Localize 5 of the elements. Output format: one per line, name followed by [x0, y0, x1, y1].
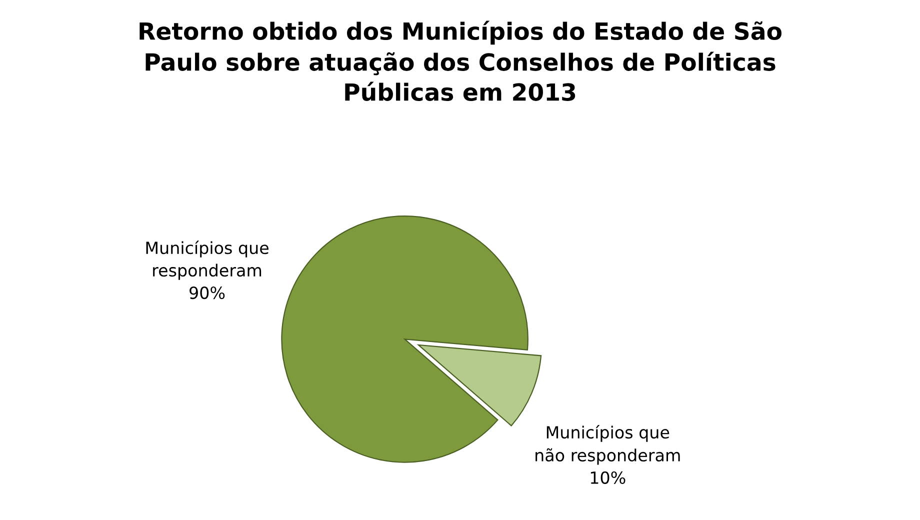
data-label: 10%	[590, 471, 626, 484]
data-label: 90%	[190, 286, 225, 300]
slice-label: Municípios que responderam	[146, 240, 268, 280]
slice-label: Municípios que não responderam	[536, 425, 680, 465]
chart-title: Retorno obtido dos Municípios do Estado de São Paulo sobre atuação dos Conselhos de Políticas Públicas em 2013	[140, 20, 782, 101]
